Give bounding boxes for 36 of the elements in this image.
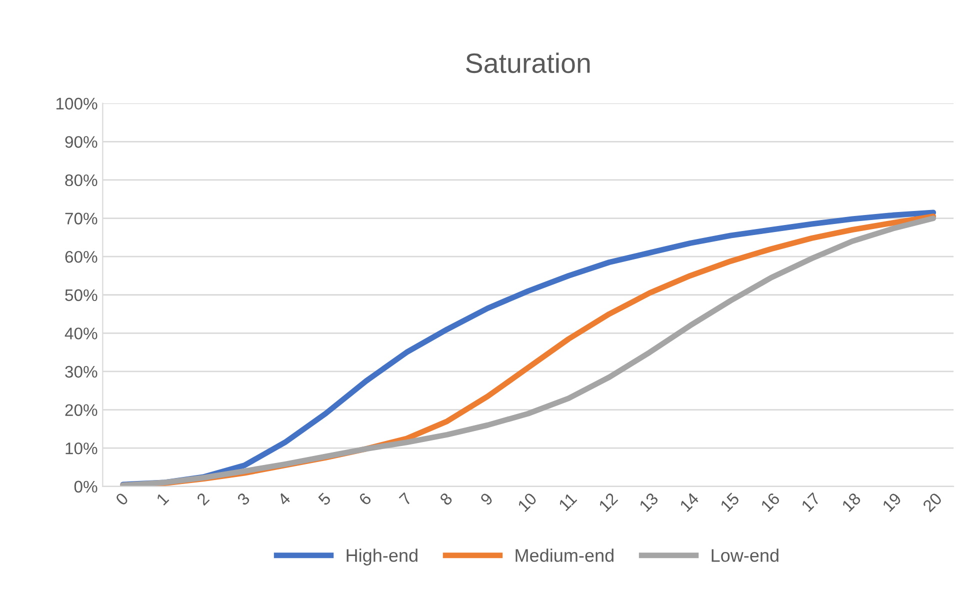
y-tick-label: 100% bbox=[56, 98, 98, 110]
x-tick-label: 6 bbox=[358, 492, 372, 506]
x-tick-label: 17 bbox=[801, 492, 821, 512]
y-tick-label: 90% bbox=[65, 136, 98, 148]
legend-label: High-end bbox=[346, 548, 418, 566]
x-tick-label: 13 bbox=[638, 492, 659, 512]
x-tick-label: 2 bbox=[196, 492, 210, 506]
y-tick-label: 70% bbox=[65, 212, 98, 224]
y-tick-label: 10% bbox=[66, 442, 98, 454]
x-tick-label: 19 bbox=[882, 492, 902, 512]
y-tick-label: 80% bbox=[65, 174, 98, 186]
y-tick-label: 20% bbox=[65, 404, 98, 416]
x-tick-label: 18 bbox=[841, 492, 862, 512]
x-tick-label: 10 bbox=[517, 492, 538, 512]
chart-title: Saturation bbox=[466, 52, 590, 74]
x-tick-label: 3 bbox=[236, 492, 250, 506]
x-tick-label: 20 bbox=[922, 492, 943, 512]
y-tick-label: 30% bbox=[65, 366, 98, 378]
x-tick-label: 8 bbox=[439, 492, 454, 506]
x-tick-label: 4 bbox=[276, 492, 291, 506]
x-tick-label: 11 bbox=[558, 492, 578, 512]
x-tick-label: 9 bbox=[480, 492, 494, 506]
x-tick-label: 12 bbox=[598, 492, 618, 512]
x-tick-label: 7 bbox=[398, 492, 412, 506]
x-tick-label: 5 bbox=[318, 492, 332, 506]
y-tick-label: 40% bbox=[64, 328, 98, 340]
y-tick-label: 0% bbox=[74, 480, 98, 493]
x-tick-label: 0 bbox=[114, 492, 129, 506]
x-tick-label: 1 bbox=[156, 492, 170, 506]
y-tick-label: 50% bbox=[65, 289, 98, 302]
x-tick-label: 16 bbox=[760, 492, 780, 512]
legend-label: Medium-end bbox=[516, 548, 614, 562]
x-tick-label: 15 bbox=[720, 492, 740, 512]
x-tick-label: 14 bbox=[679, 492, 700, 512]
legend-label: Low-end bbox=[712, 548, 778, 562]
y-tick-label: 60% bbox=[65, 250, 98, 263]
